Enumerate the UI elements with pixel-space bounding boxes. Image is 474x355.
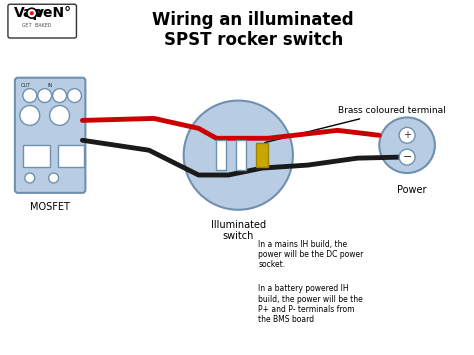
Text: Brass coloured terminal: Brass coloured terminal [265, 106, 445, 143]
Circle shape [399, 149, 415, 165]
Text: IN: IN [48, 83, 53, 88]
Text: In a battery powered IH
build, the power will be the
P+ and P- terminals from
th: In a battery powered IH build, the power… [258, 284, 363, 324]
Circle shape [53, 89, 66, 103]
FancyBboxPatch shape [15, 78, 85, 193]
Text: Wiring an illuminated: Wiring an illuminated [152, 11, 354, 29]
Circle shape [379, 118, 435, 173]
Text: OUT: OUT [21, 83, 31, 88]
Circle shape [30, 11, 34, 15]
Circle shape [27, 8, 37, 18]
Circle shape [25, 173, 35, 183]
Text: MOSFET: MOSFET [30, 202, 70, 212]
Circle shape [49, 173, 59, 183]
Text: In a mains IH build, the
power will be the DC power
socket.: In a mains IH build, the power will be t… [258, 240, 364, 269]
Bar [217, 140, 227, 170]
Text: +: + [403, 130, 411, 140]
Circle shape [20, 105, 40, 125]
Circle shape [23, 89, 37, 103]
Circle shape [184, 100, 293, 210]
Bar [256, 143, 268, 167]
Bar [237, 140, 246, 170]
Circle shape [67, 89, 82, 103]
Text: −: − [402, 152, 412, 162]
Text: SPST rocker switch: SPST rocker switch [164, 31, 343, 49]
Text: veN°: veN° [35, 6, 72, 20]
Circle shape [399, 127, 415, 143]
Text: Power: Power [397, 185, 427, 195]
Circle shape [38, 89, 52, 103]
Text: GET BAKED: GET BAKED [22, 23, 51, 28]
Text: Illuminated
switch: Illuminated switch [211, 220, 266, 241]
Text: Vap: Vap [14, 6, 43, 20]
Circle shape [50, 105, 70, 125]
Bar [23, 145, 50, 167]
Bar [57, 145, 84, 167]
